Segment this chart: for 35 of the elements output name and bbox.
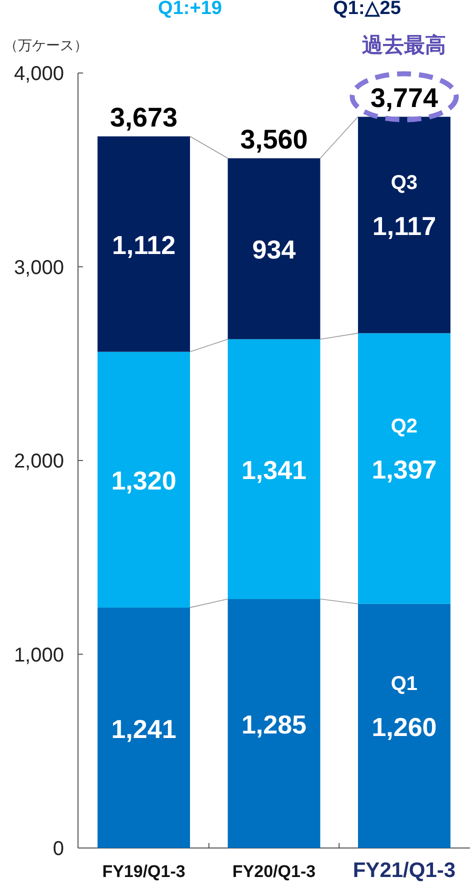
bar bbox=[98, 352, 190, 608]
x-tick-label: FY19/Q1-3 bbox=[102, 862, 186, 881]
bar bbox=[98, 608, 190, 848]
total-label: 3,673 bbox=[110, 102, 178, 132]
text: Q1:+19 bbox=[158, 0, 222, 19]
series-label: Q3 bbox=[390, 172, 418, 194]
total-label: 3,560 bbox=[240, 124, 308, 154]
bar bbox=[358, 604, 450, 848]
data-label: 1,117 bbox=[372, 210, 436, 241]
x-tick-label: FY20/Q1-3 bbox=[232, 862, 316, 881]
text: Q1:△25 bbox=[333, 0, 402, 19]
data-label: 1,241 bbox=[111, 714, 176, 744]
data-label: 1,397 bbox=[372, 454, 437, 485]
data-label: 934 bbox=[252, 234, 296, 265]
y-tick-label: 2,000 bbox=[14, 450, 64, 472]
data-label: 1,341 bbox=[241, 455, 307, 486]
y-tick-label: 1,000 bbox=[14, 644, 64, 666]
bar bbox=[98, 136, 190, 352]
bar bbox=[358, 333, 450, 604]
data-label: 1,260 bbox=[372, 712, 437, 742]
series-label: Q2 bbox=[390, 416, 418, 438]
data-label: 1,285 bbox=[241, 710, 307, 740]
y-tick-label: 0 bbox=[52, 838, 64, 860]
total-label: 3,774 bbox=[370, 82, 438, 113]
x-tick-label: FY21/Q1-3 bbox=[352, 859, 456, 882]
y-tick-label: 4,000 bbox=[14, 63, 64, 85]
y-axis-title: （万ケース） bbox=[4, 37, 88, 53]
text: 過去最高 bbox=[362, 33, 446, 57]
data-label: 1,320 bbox=[111, 466, 176, 496]
bar bbox=[228, 158, 320, 340]
series-label: Q1 bbox=[390, 672, 418, 695]
bar bbox=[228, 339, 320, 600]
bar bbox=[228, 599, 320, 848]
data-label: 1,112 bbox=[112, 230, 176, 260]
y-tick-label: 3,000 bbox=[14, 256, 64, 279]
